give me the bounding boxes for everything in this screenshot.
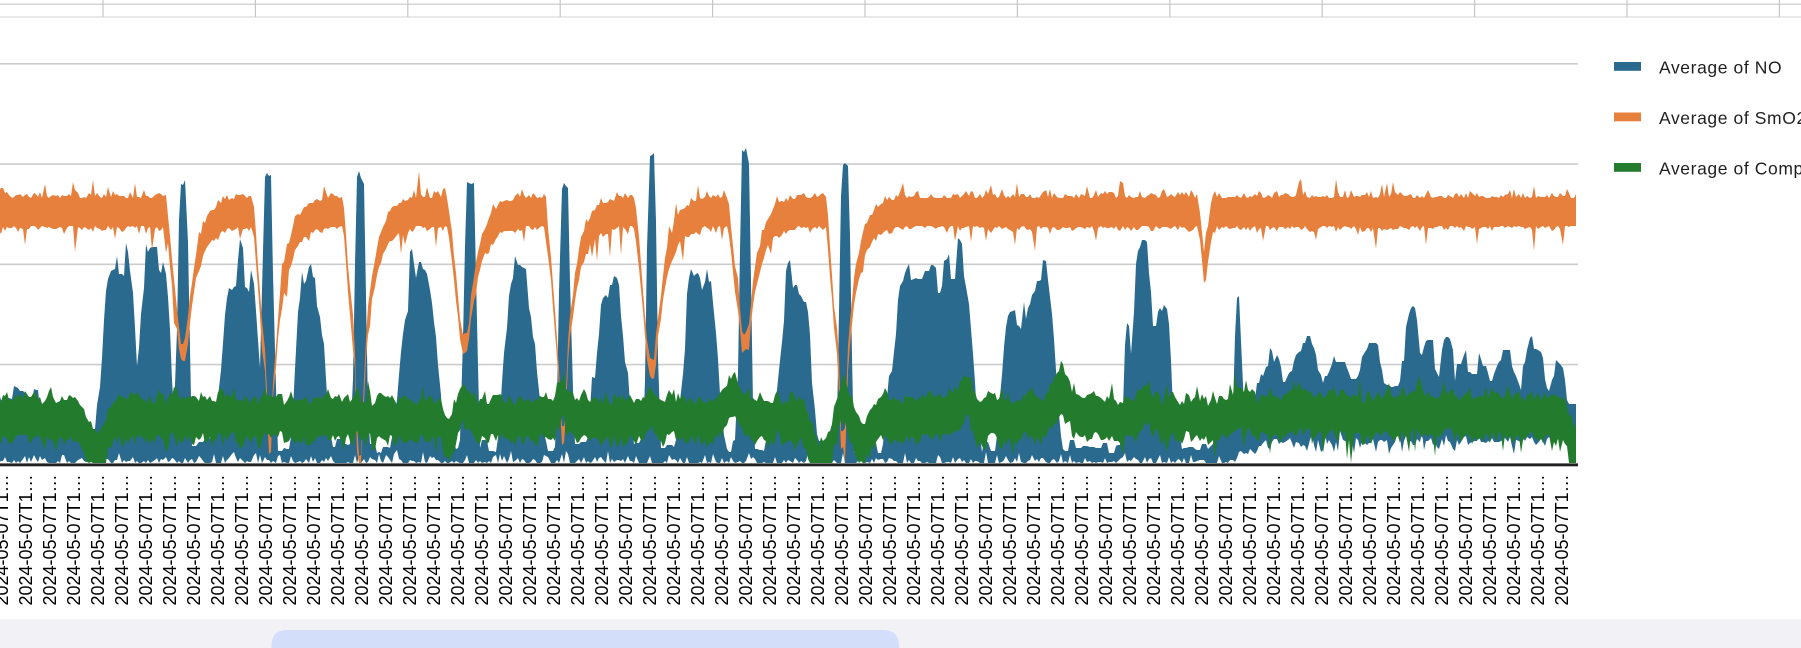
svg-text:2024-05-07T1…: 2024-05-07T1… <box>1000 474 1020 605</box>
svg-text:2024-05-07T1…: 2024-05-07T1… <box>976 474 996 605</box>
svg-text:2024-05-07T1…: 2024-05-07T1… <box>136 474 156 605</box>
svg-text:2024-05-07T1…: 2024-05-07T1… <box>376 474 396 605</box>
svg-text:2024-05-07T1…: 2024-05-07T1… <box>40 474 60 605</box>
svg-text:2024-05-07T1…: 2024-05-07T1… <box>304 474 324 605</box>
svg-text:2024-05-07T1…: 2024-05-07T1… <box>112 474 132 605</box>
svg-text:2024-05-07T1…: 2024-05-07T1… <box>1528 474 1548 605</box>
svg-text:2024-05-07T1…: 2024-05-07T1… <box>1384 474 1404 605</box>
svg-text:2024-05-07T1…: 2024-05-07T1… <box>400 474 420 605</box>
svg-text:2024-05-07T1…: 2024-05-07T1… <box>16 474 36 605</box>
svg-text:2024-05-07T1…: 2024-05-07T1… <box>424 474 444 605</box>
svg-text:2024-05-07T1…: 2024-05-07T1… <box>184 474 204 605</box>
svg-text:2024-05-07T1…: 2024-05-07T1… <box>1168 474 1188 605</box>
svg-text:2024-05-07T1…: 2024-05-07T1… <box>1552 474 1572 605</box>
svg-text:2024-05-07T1…: 2024-05-07T1… <box>952 474 972 605</box>
svg-text:2024-05-07T1…: 2024-05-07T1… <box>1360 474 1380 605</box>
svg-text:2024-05-07T1…: 2024-05-07T1… <box>328 474 348 605</box>
svg-text:2024-05-07T1…: 2024-05-07T1… <box>1096 474 1116 605</box>
svg-text:2024-05-07T1…: 2024-05-07T1… <box>1216 474 1236 605</box>
svg-text:2024-05-07T1…: 2024-05-07T1… <box>832 474 852 605</box>
svg-text:Average of SmO2: Average of SmO2 <box>1659 108 1801 128</box>
svg-text:2024-05-07T1…: 2024-05-07T1… <box>640 474 660 605</box>
svg-text:2024-05-07T1…: 2024-05-07T1… <box>616 474 636 605</box>
svg-text:2024-05-07T1…: 2024-05-07T1… <box>1312 474 1332 605</box>
svg-text:Average of Composite: Average of Composite <box>1659 159 1801 179</box>
svg-text:2024-05-07T1…: 2024-05-07T1… <box>1024 474 1044 605</box>
svg-text:2024-05-07T1…: 2024-05-07T1… <box>592 474 612 605</box>
svg-text:2024-05-07T1…: 2024-05-07T1… <box>808 474 828 605</box>
svg-text:2024-05-07T1…: 2024-05-07T1… <box>904 474 924 605</box>
svg-text:2024-05-07T1…: 2024-05-07T1… <box>928 474 948 605</box>
svg-text:2024-05-07T1…: 2024-05-07T1… <box>1072 474 1092 605</box>
svg-text:2024-05-07T1…: 2024-05-07T1… <box>520 474 540 605</box>
svg-text:2024-05-07T1…: 2024-05-07T1… <box>856 474 876 605</box>
svg-text:2024-05-07T1…: 2024-05-07T1… <box>544 474 564 605</box>
svg-text:2024-05-07T1…: 2024-05-07T1… <box>1240 474 1260 605</box>
svg-text:2024-05-07T1…: 2024-05-07T1… <box>1120 474 1140 605</box>
svg-text:2024-05-07T1…: 2024-05-07T1… <box>256 474 276 605</box>
svg-text:2024-05-07T1…: 2024-05-07T1… <box>1288 474 1308 605</box>
svg-text:Average of NO: Average of NO <box>1659 58 1782 78</box>
svg-text:2024-05-07T1…: 2024-05-07T1… <box>1456 474 1476 605</box>
svg-text:2024-05-07T1…: 2024-05-07T1… <box>0 474 12 605</box>
svg-text:2024-05-07T1…: 2024-05-07T1… <box>232 474 252 605</box>
svg-text:2024-05-07T1…: 2024-05-07T1… <box>712 474 732 605</box>
svg-text:2024-05-07T1…: 2024-05-07T1… <box>472 474 492 605</box>
svg-text:2024-05-07T1…: 2024-05-07T1… <box>88 474 108 605</box>
svg-text:2024-05-07T1…: 2024-05-07T1… <box>784 474 804 605</box>
svg-text:2024-05-07T1…: 2024-05-07T1… <box>352 474 372 605</box>
svg-text:2024-05-07T1…: 2024-05-07T1… <box>64 474 84 605</box>
svg-text:2024-05-07T1…: 2024-05-07T1… <box>160 474 180 605</box>
svg-text:2024-05-07T1…: 2024-05-07T1… <box>760 474 780 605</box>
svg-text:2024-05-07T1…: 2024-05-07T1… <box>1192 474 1212 605</box>
svg-text:2024-05-07T1…: 2024-05-07T1… <box>1480 474 1500 605</box>
svg-text:2024-05-07T1…: 2024-05-07T1… <box>208 474 228 605</box>
svg-text:2024-05-07T1…: 2024-05-07T1… <box>1504 474 1524 605</box>
svg-text:2024-05-07T1…: 2024-05-07T1… <box>880 474 900 605</box>
svg-text:2024-05-07T1…: 2024-05-07T1… <box>1144 474 1164 605</box>
svg-text:2024-05-07T1…: 2024-05-07T1… <box>664 474 684 605</box>
svg-text:2024-05-07T1…: 2024-05-07T1… <box>1336 474 1356 605</box>
svg-text:2024-05-07T1…: 2024-05-07T1… <box>568 474 588 605</box>
svg-text:2024-05-07T1…: 2024-05-07T1… <box>736 474 756 605</box>
svg-text:2024-05-07T1…: 2024-05-07T1… <box>1408 474 1428 605</box>
svg-text:2024-05-07T1…: 2024-05-07T1… <box>1048 474 1068 605</box>
svg-text:2024-05-07T1…: 2024-05-07T1… <box>280 474 300 605</box>
svg-text:2024-05-07T1…: 2024-05-07T1… <box>1264 474 1284 605</box>
svg-text:2024-05-07T1…: 2024-05-07T1… <box>496 474 516 605</box>
svg-text:2024-05-07T1…: 2024-05-07T1… <box>688 474 708 605</box>
svg-text:2024-05-07T1…: 2024-05-07T1… <box>448 474 468 605</box>
svg-text:2024-05-07T1…: 2024-05-07T1… <box>1432 474 1452 605</box>
